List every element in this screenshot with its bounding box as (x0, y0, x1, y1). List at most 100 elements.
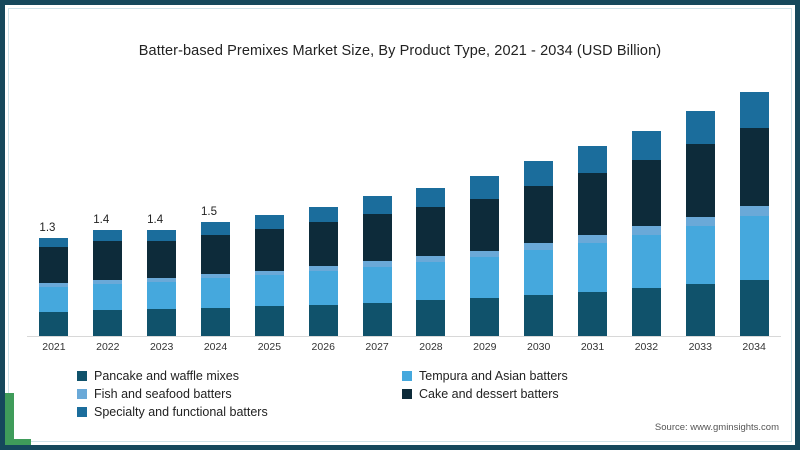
stacked-bar[interactable] (254, 214, 284, 337)
stacked-bar[interactable]: 1.5 (201, 206, 230, 337)
stacked-bar[interactable] (308, 207, 338, 337)
legend-item[interactable]: Tempura and Asian batters (402, 367, 717, 385)
bar-slot: 1.3 (27, 77, 81, 337)
legend-label: Pancake and waffle mixes (94, 369, 239, 383)
bar-segment (685, 144, 715, 217)
bar-value-label: 1.4 (147, 213, 164, 226)
legend-item[interactable]: Specialty and functional batters (77, 403, 392, 421)
source-note: Source: www.gminsights.com (654, 422, 779, 433)
bar-slot (512, 77, 566, 337)
bar-slot (404, 77, 458, 337)
stacked-bar[interactable] (362, 195, 392, 337)
bar-slot (296, 77, 350, 337)
x-axis-tick-label: 2024 (203, 341, 228, 353)
bar-segment (201, 234, 230, 274)
bar-segment (147, 278, 177, 282)
x-axis-tick-label: 2030 (526, 341, 551, 353)
chart-legend: Pancake and waffle mixes Tempura and Asia… (77, 367, 717, 421)
stacked-bar[interactable] (739, 92, 769, 337)
legend-item[interactable]: Pancake and waffle mixes (77, 367, 392, 385)
bar-segment (631, 234, 661, 289)
bar-segment (39, 286, 69, 312)
bar-segment (201, 273, 230, 279)
bar-segment (308, 304, 338, 337)
stacked-bar[interactable] (631, 130, 661, 337)
axis-baseline (27, 336, 781, 337)
bar-segment (416, 255, 446, 263)
bar-segment (685, 226, 715, 285)
legend-item[interactable]: Cake and dessert batters (402, 385, 717, 403)
bar-segment (254, 229, 284, 271)
bar-slot (242, 77, 296, 337)
bar-segment (524, 161, 554, 187)
stacked-bar[interactable] (685, 111, 715, 337)
bar-segment (39, 282, 69, 287)
bar-group: 1.3 1.4 1.4 1.5 (27, 77, 781, 337)
corner-accent-horizontal (5, 439, 31, 445)
x-axis-tick-label: 2029 (473, 341, 497, 353)
x-axis-tick-label: 2034 (742, 341, 766, 353)
bar-segment (254, 270, 284, 276)
bar-segment (685, 216, 715, 227)
bar-segment (631, 226, 661, 235)
bar-segment (254, 275, 284, 307)
bar-slot (350, 77, 404, 337)
bar-segment (201, 222, 230, 235)
bar-segment (362, 302, 392, 337)
bar-segment (308, 207, 338, 223)
bar-segment (416, 300, 446, 337)
bar-segment (739, 216, 769, 280)
bar-segment (147, 229, 177, 241)
bar-segment (578, 235, 608, 243)
bar-segment (308, 265, 338, 272)
bar-value-label: 1.4 (93, 213, 110, 226)
bar-slot (619, 77, 673, 337)
x-axis-tick-label: 2031 (580, 341, 605, 353)
bar-slot: 1.4 (135, 77, 189, 337)
bar-value-label: 1.5 (201, 206, 217, 219)
bar-slot: 1.5 (189, 77, 243, 337)
x-axis-tick-label: 2025 (257, 341, 282, 353)
bar-segment (739, 206, 769, 217)
bar-segment (470, 176, 500, 199)
bar-segment (39, 311, 69, 337)
bar-slot: 1.4 (81, 77, 135, 337)
bar-segment (524, 294, 554, 337)
legend-swatch-icon (77, 371, 87, 381)
stacked-bar[interactable] (416, 187, 446, 337)
bar-segment (470, 250, 500, 257)
bar-segment (308, 222, 338, 266)
stacked-bar[interactable] (524, 161, 554, 337)
bar-value-label: 1.3 (39, 221, 56, 234)
bar-segment (93, 279, 123, 284)
bar-segment (93, 283, 123, 311)
bar-segment (524, 186, 554, 243)
bar-segment (254, 306, 284, 337)
plot-area: 1.3 1.4 1.4 1.5 (27, 77, 781, 337)
bar-segment (416, 207, 446, 256)
stacked-bar[interactable]: 1.3 (39, 222, 69, 337)
bar-slot (727, 77, 781, 337)
stacked-bar[interactable]: 1.4 (147, 214, 177, 337)
stacked-bar[interactable] (578, 145, 608, 337)
legend-item[interactable]: Fish and seafood batters (77, 385, 392, 403)
legend-swatch-icon (77, 407, 87, 417)
bar-segment (578, 173, 608, 236)
legend-swatch-icon (402, 389, 412, 399)
bar-segment (147, 309, 177, 337)
bar-slot (566, 77, 620, 337)
bar-segment (685, 111, 715, 145)
bar-segment (470, 256, 500, 298)
stacked-bar[interactable] (470, 176, 500, 337)
legend-label: Tempura and Asian batters (419, 369, 568, 383)
bar-segment (147, 240, 177, 279)
stacked-bar[interactable]: 1.4 (93, 214, 123, 337)
bar-segment (201, 278, 230, 308)
bar-segment (631, 159, 661, 227)
x-axis-tick-label: 2026 (311, 341, 335, 353)
bar-segment (470, 298, 500, 337)
bar-segment (739, 127, 769, 207)
x-axis-tick-label: 2022 (96, 341, 120, 353)
legend-label: Cake and dessert batters (419, 387, 559, 401)
x-axis-ticks: 2021 2022 2023 2024 2025 2026 2027 2028 2029 2030… (27, 341, 781, 353)
